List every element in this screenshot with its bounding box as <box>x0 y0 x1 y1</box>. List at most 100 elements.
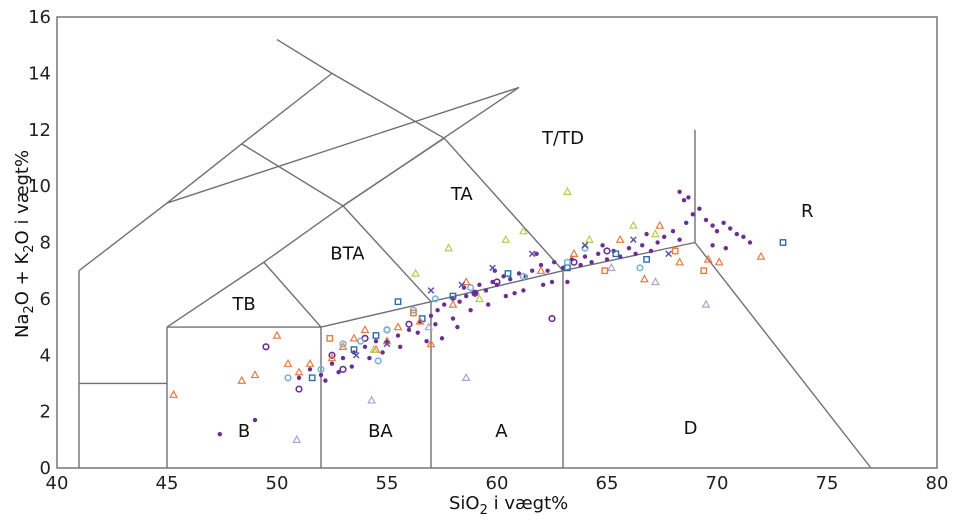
data-point-2-8 <box>779 239 787 246</box>
data-point-0-45 <box>648 248 654 254</box>
x-tick-label-7: 75 <box>816 473 839 494</box>
data-point-6-6 <box>424 322 434 331</box>
data-point-7-0 <box>427 287 435 294</box>
data-point-0-32 <box>552 260 557 265</box>
boundary-line-6 <box>263 205 344 263</box>
data-point-2-7 <box>643 256 651 263</box>
data-point-0-6 <box>340 355 346 361</box>
data-point-1-8 <box>570 258 578 266</box>
data-point-4-18 <box>536 265 546 274</box>
data-point-6-1 <box>461 372 471 381</box>
boundary-line-9 <box>263 261 322 328</box>
data-point-1-7 <box>548 315 556 323</box>
data-point-4-13 <box>393 322 403 331</box>
data-point-4-24 <box>714 257 724 266</box>
y-tick-label-2: 4 <box>40 345 51 366</box>
data-point-0-8 <box>362 344 368 349</box>
data-point-0-80 <box>424 338 429 344</box>
data-point-2-4 <box>504 270 512 277</box>
data-point-0-81 <box>439 336 445 341</box>
data-point-1-10 <box>295 385 303 393</box>
data-point-4-9 <box>349 333 359 342</box>
boundary-line-4 <box>331 72 445 139</box>
field-label-b: B <box>238 421 250 442</box>
data-point-0-15 <box>435 307 440 313</box>
field-labels: B BA A D TB BTA TA T/TD R <box>231 128 813 442</box>
data-point-0-2 <box>296 375 302 380</box>
data-point-8-2 <box>700 267 708 275</box>
data-point-3-2 <box>357 337 365 345</box>
field-label-a: A <box>495 421 508 442</box>
y-tick-label-4: 8 <box>40 233 51 254</box>
data-point-0-50 <box>684 220 689 225</box>
data-point-0-16 <box>442 302 447 307</box>
data-point-1-6 <box>493 278 501 286</box>
y-ticks: 0 2 4 6 8 10 12 14 16 <box>28 7 51 479</box>
data-point-4-5 <box>294 367 304 376</box>
data-point-4-16 <box>448 299 458 308</box>
data-point-0-36 <box>582 254 588 259</box>
data-point-6-2 <box>701 299 711 308</box>
data-point-0-84 <box>534 251 539 256</box>
field-label-t-td: T/TD <box>541 128 584 149</box>
y-tick-label-1: 2 <box>40 402 51 423</box>
data-point-4-2 <box>250 370 260 379</box>
boundary-line-10 <box>241 143 344 207</box>
data-point-0-46 <box>655 240 660 245</box>
data-point-3-6 <box>467 284 475 292</box>
field-boundaries <box>78 38 872 469</box>
data-point-4-1 <box>237 375 247 384</box>
data-point-4-21 <box>655 220 665 229</box>
data-point-5-0 <box>411 268 421 277</box>
x-tick-label-3: 55 <box>376 473 399 494</box>
data-point-0-64 <box>710 243 715 248</box>
data-point-4-3 <box>272 330 282 339</box>
boundary-line-3 <box>241 72 333 145</box>
data-point-7-7 <box>352 351 360 359</box>
boundary-line-15 <box>166 86 520 204</box>
data-point-5-2 <box>501 234 511 243</box>
field-label-ba: BA <box>368 421 393 442</box>
y-tick-label-7: 14 <box>28 63 51 84</box>
y-tick-label-5: 10 <box>28 176 51 197</box>
data-point-0-63 <box>747 240 753 245</box>
data-point-0-90 <box>512 291 517 296</box>
data-point-0-89 <box>455 324 460 330</box>
field-label-r: R <box>801 201 814 222</box>
data-point-8-0 <box>601 267 609 275</box>
data-point-3-8 <box>563 258 572 266</box>
x-axis-label: SiO2 i vægt% <box>449 493 568 518</box>
data-point-1-9 <box>603 247 611 255</box>
x-ticks: 40 45 50 55 60 65 70 75 80 <box>46 473 949 494</box>
data-point-0-54 <box>686 195 691 200</box>
data-point-0-47 <box>662 234 667 240</box>
data-point-6-3 <box>650 277 660 286</box>
data-point-0-38 <box>596 251 601 256</box>
data-point-2-6 <box>612 250 620 258</box>
field-label-bta: BTA <box>330 243 365 264</box>
x-tick-label-0: 40 <box>46 473 69 494</box>
x-tick-label-2: 50 <box>266 473 289 494</box>
data-point-5-4 <box>562 186 572 195</box>
boundary-line-11 <box>342 205 432 303</box>
data-point-0-85 <box>600 243 605 248</box>
data-point-0-60 <box>728 226 733 231</box>
data-point-0-20 <box>472 291 478 296</box>
x-tick-label-6: 70 <box>706 473 729 494</box>
data-point-0-1 <box>252 417 258 423</box>
data-point-3-1 <box>339 340 347 348</box>
data-point-0-74 <box>398 344 403 349</box>
data-point-4-22 <box>675 257 685 266</box>
data-point-3-10 <box>636 264 644 272</box>
data-point-4-8 <box>338 341 348 350</box>
data-point-2-9 <box>308 374 316 382</box>
data-point-0-21 <box>477 282 482 287</box>
data-point-4-6 <box>305 358 315 367</box>
data-point-4-26 <box>639 274 649 283</box>
data-point-5-1 <box>444 243 454 252</box>
data-point-5-7 <box>650 229 660 238</box>
data-point-7-3 <box>528 250 536 258</box>
boundary-line-7 <box>166 261 265 328</box>
data-point-0-65 <box>723 245 728 251</box>
data-point-0-44 <box>640 243 645 248</box>
